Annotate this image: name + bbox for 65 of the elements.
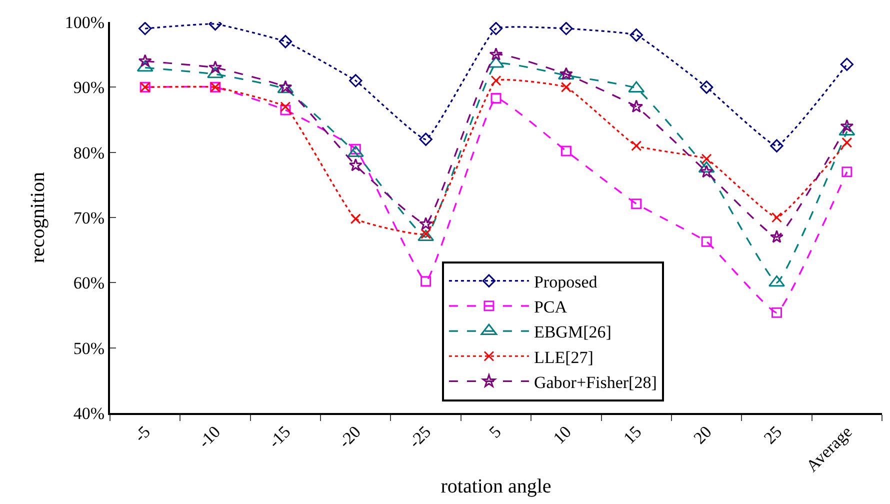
y-tick-label: 100% (64, 12, 105, 32)
x-tick-label: 20 (690, 422, 716, 448)
point (349, 74, 362, 88)
point (420, 276, 432, 287)
x-axis-title: rotation angle (440, 476, 552, 498)
point (488, 56, 504, 68)
point (136, 60, 154, 72)
point (770, 139, 784, 152)
x-tick-label: 5 (485, 422, 505, 442)
point (208, 60, 222, 74)
point (490, 93, 502, 104)
legend-label: PCA (534, 298, 568, 317)
point (840, 58, 854, 71)
point (842, 137, 852, 148)
x-tick-label: -20 (335, 422, 364, 452)
point (207, 66, 224, 78)
y-tick-label: 80% (73, 143, 105, 162)
point (771, 212, 782, 223)
point (348, 158, 362, 172)
point (700, 164, 714, 178)
point (489, 22, 503, 36)
point (770, 230, 784, 243)
point (701, 154, 712, 164)
y-tick-label: 70% (73, 208, 105, 228)
point (418, 230, 434, 242)
x-tick-label: 25 (760, 422, 786, 448)
y-tick-label: 40% (73, 404, 105, 423)
point (489, 48, 503, 60)
y-tick-label: 60% (73, 274, 105, 293)
point (768, 275, 785, 287)
point (701, 236, 712, 247)
point (138, 22, 152, 36)
legend-label: LLE[27] (534, 348, 594, 367)
point (700, 80, 714, 94)
point (630, 28, 643, 42)
point (560, 22, 573, 36)
y-axis-title: recognition (26, 172, 49, 264)
point (280, 104, 291, 116)
point (490, 75, 502, 86)
x-tick-label: -15 (264, 422, 294, 452)
y-tick-label: 90% (73, 78, 105, 98)
point (280, 101, 291, 112)
point (842, 166, 852, 178)
x-tick-label: -5 (130, 422, 154, 446)
legend-label: Proposed (534, 272, 598, 292)
point (419, 216, 433, 230)
point (771, 307, 782, 318)
point (630, 100, 644, 113)
point (350, 214, 361, 224)
point (698, 161, 715, 173)
x-tick-label: 10 (550, 422, 576, 448)
point (278, 34, 292, 48)
point (631, 140, 642, 152)
legend-label: Gabor+Fisher[28] (534, 372, 657, 392)
legend-label: EBGM[26] (534, 322, 612, 342)
point (138, 54, 152, 67)
y-tick-label: 50% (73, 338, 105, 358)
x-tick-label: -25 (405, 422, 435, 452)
point (631, 198, 642, 210)
x-tick-label: 15 (620, 422, 646, 448)
x-tick-label: -10 (194, 422, 224, 452)
point (840, 119, 854, 132)
point (560, 82, 572, 92)
point (560, 146, 572, 156)
point (419, 132, 432, 146)
